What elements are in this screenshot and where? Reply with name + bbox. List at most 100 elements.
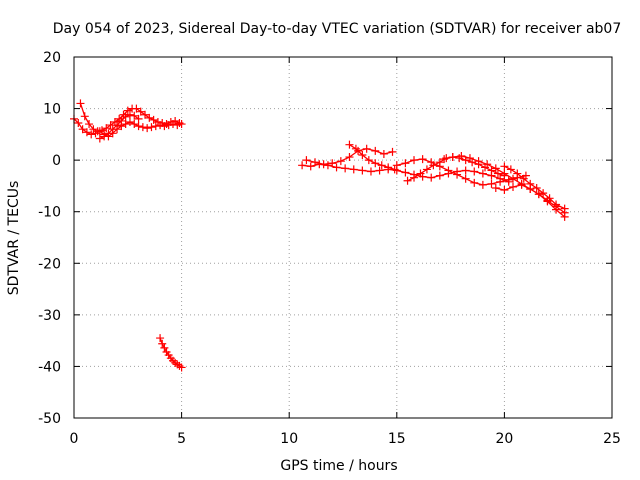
x-axis-label: GPS time / hours [280,458,397,474]
data-point [141,110,150,119]
data-point [444,166,453,175]
data-point [513,169,522,178]
x-tick-label: 25 [603,431,621,447]
data-point [427,173,436,182]
data-point [351,144,360,153]
data-point [93,127,102,136]
data-point [461,174,470,183]
data-point [108,125,117,134]
chart-title: Day 054 of 2023, Sidereal Day-to-day VTE… [53,21,622,37]
x-tick-label: 5 [177,431,186,447]
series-arc-late-4 [392,155,530,189]
data-point [509,174,518,183]
data-point [143,124,152,133]
data-point [401,168,410,177]
data-point [95,134,104,143]
data-point [345,153,354,162]
data-point [306,162,315,171]
data-point [85,120,94,129]
data-point [177,363,186,372]
grid-layer [74,57,612,418]
data-point [526,179,535,188]
data-point [560,204,569,213]
data-point [132,104,141,113]
data-point [134,114,143,123]
data-point [392,161,401,170]
data-point [104,129,113,138]
y-tick-label: -40 [38,359,61,375]
data-point [366,167,375,176]
data-point [323,161,332,170]
data-point [328,159,337,168]
data-point [151,122,160,131]
data-point [461,166,470,175]
data-point [162,120,171,129]
data-point [125,110,134,119]
data-point [500,186,509,195]
data-point [483,160,492,169]
data-point [160,343,169,352]
data-point [336,157,345,166]
data-point [500,169,509,178]
data-point [491,164,500,173]
data-point [401,159,410,168]
data-point [410,173,419,182]
data-point [552,200,561,209]
tick-layer [73,56,613,419]
series-arc-early-2 [76,99,184,136]
data-point [496,177,505,186]
data-point [302,156,311,165]
data-point [500,162,509,171]
data-point [422,165,431,174]
data-point [80,112,89,121]
data-point [410,156,419,165]
data-point [87,130,96,139]
data-point [474,157,483,166]
data-point [166,117,175,126]
series-arc-late-8 [500,162,569,213]
data-point [153,117,162,126]
data-point [149,115,158,124]
series-layer [70,99,569,372]
data-point [121,120,130,129]
data-point [416,169,425,178]
data-point [504,175,513,184]
data-point [491,183,500,192]
data-point [332,163,341,172]
data-point [158,119,167,128]
data-point [384,163,393,172]
data-point [429,161,438,170]
data-point [341,164,350,173]
data-point [362,144,371,153]
data-point [388,147,397,156]
data-point [123,106,132,115]
label-layer: 0 5 10 15 20 25 -50 -40 -30 -20 -10 0 10 20 [38,50,621,447]
data-point [418,155,427,164]
series-line [504,165,565,210]
series-arc-negative [156,334,186,372]
data-point [478,180,487,189]
data-point [453,170,462,179]
series-arc-early-3 [95,110,143,143]
data-point [74,119,83,128]
data-point [470,167,479,176]
data-point [470,178,479,187]
data-point [89,125,98,134]
y-tick-label: 10 [43,102,61,118]
data-point [532,183,541,192]
data-point [435,171,444,180]
y-axis-label: SDTVAR / TECUs [6,181,22,296]
data-point [78,125,87,134]
data-point [379,149,388,158]
series-arc-late-3 [345,140,399,174]
series-arc-late-2 [302,144,397,169]
y-tick-label: -20 [38,256,61,272]
data-point [319,160,328,169]
data-point [403,176,412,185]
data-point [539,189,548,198]
data-point [358,166,367,175]
data-point [457,152,466,161]
x-tick-label: 0 [70,431,79,447]
data-point [82,128,91,137]
data-point [145,113,154,122]
